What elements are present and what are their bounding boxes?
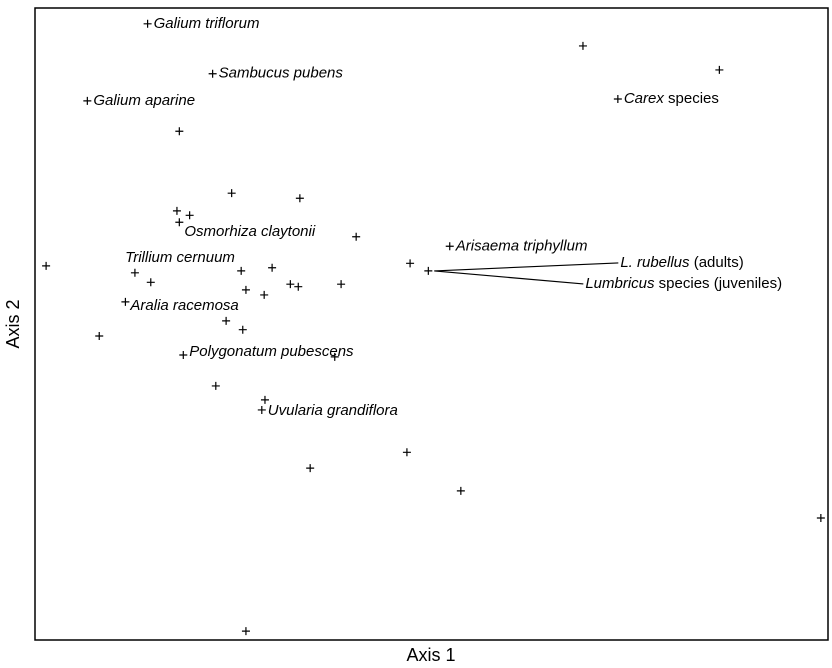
point [456, 486, 465, 495]
point [130, 268, 139, 277]
leader-line [434, 262, 619, 272]
label-part: Carex [624, 90, 665, 107]
point-label: Galium aparine [93, 92, 195, 109]
point [121, 297, 130, 306]
label-part: Arisaema triphyllum [455, 237, 588, 254]
point [286, 280, 295, 289]
point [613, 95, 622, 104]
point-label: Osmorhiza claytonii [184, 223, 316, 240]
label-part: Polygonatum pubescens [189, 343, 354, 360]
point-label: Sambucus pubens [219, 65, 344, 82]
point [237, 266, 246, 275]
label-part: Sambucus pubens [219, 65, 344, 82]
label-part: (adults) [690, 254, 744, 271]
label-part: Lumbricus [585, 275, 655, 292]
point [211, 381, 220, 390]
label-part: L. rubellus [620, 254, 690, 271]
label-part: species (juveniles) [655, 275, 783, 292]
point-label: Galium triflorum [154, 15, 260, 32]
point [241, 627, 250, 636]
point [330, 352, 339, 361]
point [175, 127, 184, 136]
point [402, 448, 411, 457]
point [295, 194, 304, 203]
label-part: Galium triflorum [154, 15, 260, 32]
label-part: Galium aparine [93, 92, 195, 109]
label-part: Uvularia grandiflora [268, 402, 398, 419]
point [238, 325, 247, 334]
point [268, 263, 277, 272]
label-part: species [664, 90, 719, 107]
point [424, 266, 433, 275]
point-label: Trillium cernuum [125, 249, 235, 266]
point [816, 514, 825, 523]
point [143, 19, 152, 28]
point [208, 69, 217, 78]
point [257, 405, 266, 414]
plot-frame [34, 7, 829, 641]
point [42, 261, 51, 270]
point [715, 65, 724, 74]
point [260, 290, 269, 299]
point [260, 395, 269, 404]
point-label: Arisaema triphyllum [455, 237, 588, 254]
point [222, 316, 231, 325]
point-label: Polygonatum pubescens [189, 343, 354, 360]
point-label: Uvularia grandiflora [268, 402, 398, 419]
leader-line [434, 270, 584, 285]
point [445, 242, 454, 251]
point [406, 259, 415, 268]
point [172, 206, 181, 215]
point [185, 211, 194, 220]
x-axis-label: Axis 1 [406, 645, 455, 665]
label-part: Aralia racemosa [129, 297, 238, 314]
point-label: Lumbricus species (juveniles) [585, 275, 782, 292]
point-label: L. rubellus (adults) [620, 254, 743, 271]
point [146, 278, 155, 287]
point [227, 189, 236, 198]
point [179, 350, 188, 359]
label-part: Trillium cernuum [125, 249, 235, 266]
point-label: Carex species [624, 90, 719, 107]
point [294, 282, 303, 291]
point [175, 218, 184, 227]
point [95, 332, 104, 341]
point-label: Aralia racemosa [129, 297, 238, 314]
y-axis-label: Axis 2 [3, 299, 23, 348]
label-part: Osmorhiza claytonii [184, 223, 316, 240]
point [578, 41, 587, 50]
point [306, 464, 315, 473]
point [337, 280, 346, 289]
point [83, 96, 92, 105]
point [241, 285, 250, 294]
point [352, 232, 361, 241]
